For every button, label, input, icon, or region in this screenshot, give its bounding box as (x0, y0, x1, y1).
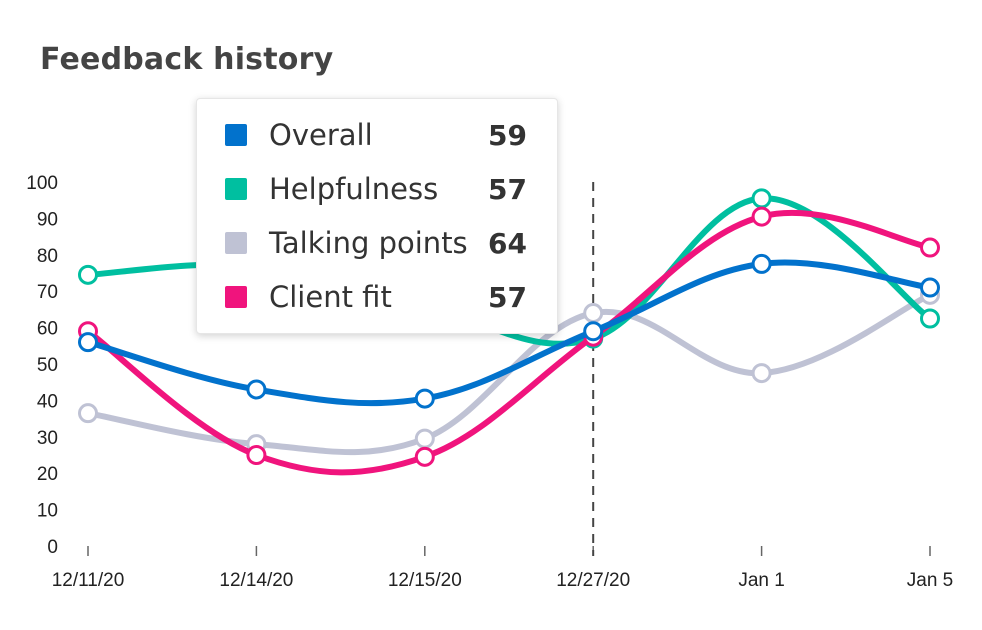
tooltip-series-name: Talking points (269, 226, 468, 260)
tooltip-series-name: Overall (269, 118, 373, 152)
tooltip-swatch (225, 178, 247, 200)
tooltip-series-value: 57 (488, 172, 527, 206)
data-point-talking-points[interactable] (583, 303, 604, 324)
chart-title: Feedback history (40, 42, 334, 77)
data-point-overall[interactable] (414, 388, 435, 409)
data-point-overall[interactable] (751, 253, 772, 274)
x-tick-label: 12/27/20 (556, 570, 630, 591)
y-tick-label: 90 (37, 209, 58, 230)
data-point-client-fit[interactable] (414, 446, 435, 467)
x-tick-label: 12/11/20 (52, 570, 125, 591)
data-point-talking-points[interactable] (751, 363, 772, 384)
data-point-overall[interactable] (583, 321, 604, 342)
tooltip-swatch (225, 124, 247, 146)
series-line-overall (85, 259, 933, 407)
y-tick-label: 0 (47, 537, 58, 558)
tooltip-row-client-fit: Client fit 57 (225, 277, 527, 317)
y-tick-label: 10 (37, 501, 58, 522)
y-tick-label: 30 (37, 428, 58, 449)
tooltip-series-name: Client fit (269, 280, 392, 314)
y-tick-label: 70 (37, 282, 58, 303)
data-point-helpfulness[interactable] (78, 264, 98, 285)
data-point-client-fit[interactable] (751, 206, 772, 227)
y-tick-label: 80 (37, 246, 58, 267)
tooltip-series-value: 64 (488, 226, 527, 260)
x-tick-label: Jan 1 (738, 570, 784, 591)
y-axis: 0 10 20 30 40 50 60 70 80 90 100 (26, 173, 58, 558)
data-point-helpfulness[interactable] (920, 308, 940, 329)
data-point-overall[interactable] (246, 379, 267, 400)
x-axis: 12/11/20 12/14/20 12/15/20 12/27/20 Jan 1 Jan… (52, 546, 953, 591)
y-tick-label: 20 (37, 464, 58, 485)
tooltip-series-value: 57 (488, 280, 527, 314)
x-tick-label: 12/14/20 (219, 570, 293, 591)
data-point-client-fit[interactable] (920, 237, 940, 258)
tooltip: Overall 59 Helpfulness 57 Talking points… (196, 98, 558, 334)
data-point-overall[interactable] (78, 332, 98, 353)
series-line-client-fit (85, 209, 933, 476)
data-point-helpfulness[interactable] (751, 188, 772, 209)
data-point-client-fit[interactable] (246, 445, 267, 465)
tooltip-row-talking-points: Talking points 64 (225, 223, 527, 263)
y-tick-label: 100 (26, 173, 58, 194)
data-point-talking-points[interactable] (414, 428, 435, 449)
data-point-overall[interactable] (920, 277, 940, 298)
tooltip-row-overall: Overall 59 (225, 115, 527, 155)
y-tick-label: 40 (37, 391, 58, 412)
tooltip-swatch (225, 232, 247, 254)
y-tick-label: 50 (37, 355, 58, 376)
tooltip-series-name: Helpfulness (269, 172, 439, 206)
tooltip-swatch (225, 286, 247, 308)
tooltip-row-helpfulness: Helpfulness 57 (225, 169, 527, 209)
tooltip-series-value: 59 (488, 118, 527, 152)
data-point-talking-points[interactable] (78, 403, 98, 424)
x-tick-label: Jan 5 (907, 570, 953, 591)
x-tick-label: 12/15/20 (388, 570, 462, 591)
series-overall (78, 253, 940, 409)
y-tick-label: 60 (37, 319, 58, 340)
